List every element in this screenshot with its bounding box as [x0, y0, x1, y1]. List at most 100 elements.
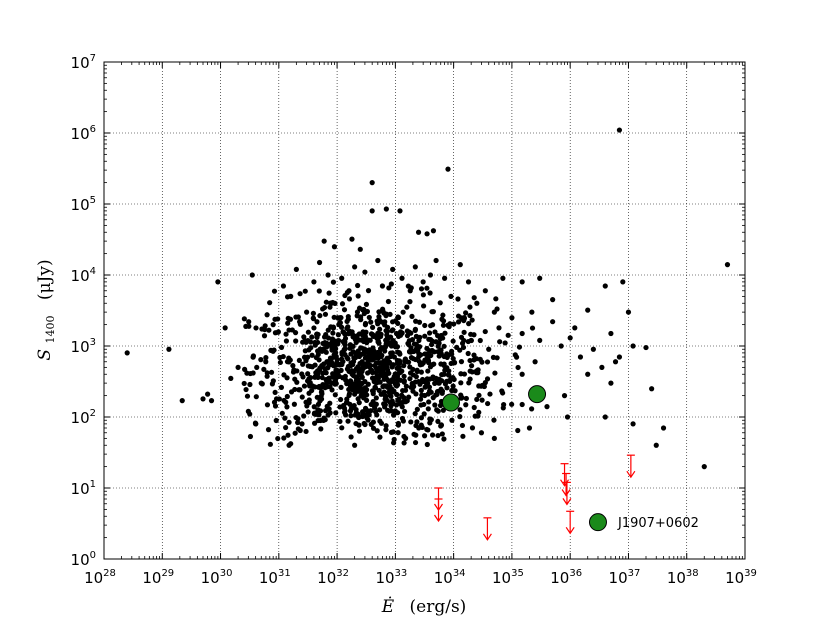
- pulsar-point: [455, 319, 462, 325]
- pulsar-point: [306, 383, 313, 389]
- y-tick-exponent: 1: [90, 479, 96, 490]
- pulsar-point: [373, 369, 379, 376]
- pulsar-point: [290, 363, 296, 369]
- y-tick-base: 10: [71, 551, 90, 569]
- pulsar-point: [370, 425, 377, 431]
- x-tick-base: 10: [201, 569, 220, 587]
- pulsar-point: [338, 324, 345, 330]
- y-tick-base: 10: [71, 338, 90, 356]
- pulsar-point: [341, 307, 348, 313]
- pulsar-point: [467, 357, 473, 364]
- axis-ticks: [103, 61, 746, 560]
- pulsar-point: [365, 288, 372, 294]
- pulsar-point: [335, 332, 341, 338]
- pulsar-point: [273, 417, 279, 424]
- pulsar-point: [436, 380, 442, 386]
- pulsar-point: [339, 275, 345, 281]
- pulsar-point: [382, 404, 388, 410]
- pulsar-point: [482, 328, 488, 335]
- plot-frame: [103, 61, 746, 560]
- pulsar-point: [285, 432, 291, 438]
- pulsar-point: [293, 314, 299, 320]
- pulsar-point: [413, 432, 419, 438]
- pulsar-point: [469, 369, 475, 375]
- pulsar-point: [479, 359, 485, 365]
- pulsar-point: [558, 343, 564, 349]
- pulsar-point: [315, 374, 321, 381]
- pulsar-point: [435, 432, 441, 439]
- pulsar-point: [475, 370, 481, 376]
- pulsar-point: [280, 353, 286, 360]
- pulsar-point: [361, 390, 367, 396]
- pulsar-point: [519, 371, 525, 377]
- pulsar-point: [406, 342, 412, 348]
- pulsar-point: [272, 389, 278, 396]
- pulsar-point: [394, 344, 401, 350]
- pulsar-point: [422, 333, 428, 339]
- pulsar-point: [352, 442, 358, 448]
- pulsar-point: [381, 370, 388, 377]
- pulsar-point: [246, 323, 252, 329]
- x-tick-label: 1037: [609, 568, 641, 587]
- pulsar-point: [308, 345, 314, 351]
- pulsar-point: [408, 285, 414, 291]
- pulsar-point: [354, 309, 361, 315]
- pulsar-point: [388, 393, 394, 399]
- pulsar-point: [442, 275, 448, 281]
- pulsar-point: [339, 349, 345, 356]
- pulsar-point: [412, 327, 418, 334]
- pulsar-point: [408, 384, 414, 390]
- point-annotation: J1907+0602: [617, 516, 699, 531]
- pulsar-point: [478, 430, 485, 436]
- pulsar-point: [327, 304, 333, 310]
- pulsar-point: [205, 391, 211, 397]
- pulsar-point: [276, 396, 282, 402]
- pulsar-point: [318, 426, 324, 432]
- pulsar-point: [465, 279, 472, 285]
- pulsar-point: [297, 319, 303, 325]
- pulsar-point: [377, 369, 383, 376]
- pulsar-point: [454, 344, 460, 351]
- pulsar-point: [301, 383, 308, 389]
- pulsar-point: [316, 288, 322, 294]
- pulsar-point: [602, 414, 608, 420]
- pulsar-point: [275, 435, 281, 442]
- pulsar-point: [474, 396, 480, 403]
- pulsar-point: [382, 396, 388, 402]
- x-tick-exponent: 38: [686, 568, 699, 579]
- pulsar-point: [450, 383, 456, 389]
- pulsar-point: [334, 373, 340, 379]
- pulsar-point: [478, 383, 484, 389]
- pulsar-point: [277, 359, 283, 366]
- pulsar-point: [544, 404, 550, 410]
- pulsar-point: [362, 355, 368, 361]
- pulsar-point: [330, 325, 337, 331]
- pulsar-point: [370, 419, 376, 425]
- pulsar-point: [442, 367, 448, 374]
- y-tick-label: 105: [71, 195, 96, 214]
- pulsar-point: [519, 330, 525, 337]
- pulsar-point: [388, 281, 394, 287]
- pulsar-point: [502, 340, 508, 346]
- pulsar-point: [355, 396, 361, 402]
- pulsar-point: [394, 391, 400, 398]
- pulsar-point: [179, 398, 185, 404]
- pulsar-point: [413, 341, 419, 348]
- pulsar-point: [301, 413, 307, 419]
- pulsar-point: [331, 354, 337, 360]
- pulsar-point: [459, 422, 466, 429]
- pulsar-point: [293, 266, 299, 272]
- x-axis-title: Ė (erg/s): [381, 596, 467, 617]
- pulsar-point: [394, 365, 400, 371]
- pulsar-point: [567, 335, 573, 341]
- pulsar-point: [355, 282, 361, 289]
- pulsar-point: [310, 310, 316, 316]
- pulsar-point: [284, 294, 291, 300]
- pulsar-point: [418, 286, 425, 292]
- pulsar-point: [357, 246, 363, 252]
- x-tick-exponent: 35: [511, 568, 524, 579]
- pulsar-point: [319, 374, 325, 381]
- pulsar-point: [355, 293, 361, 299]
- pulsar-point: [327, 410, 333, 416]
- pulsar-point: [390, 338, 396, 345]
